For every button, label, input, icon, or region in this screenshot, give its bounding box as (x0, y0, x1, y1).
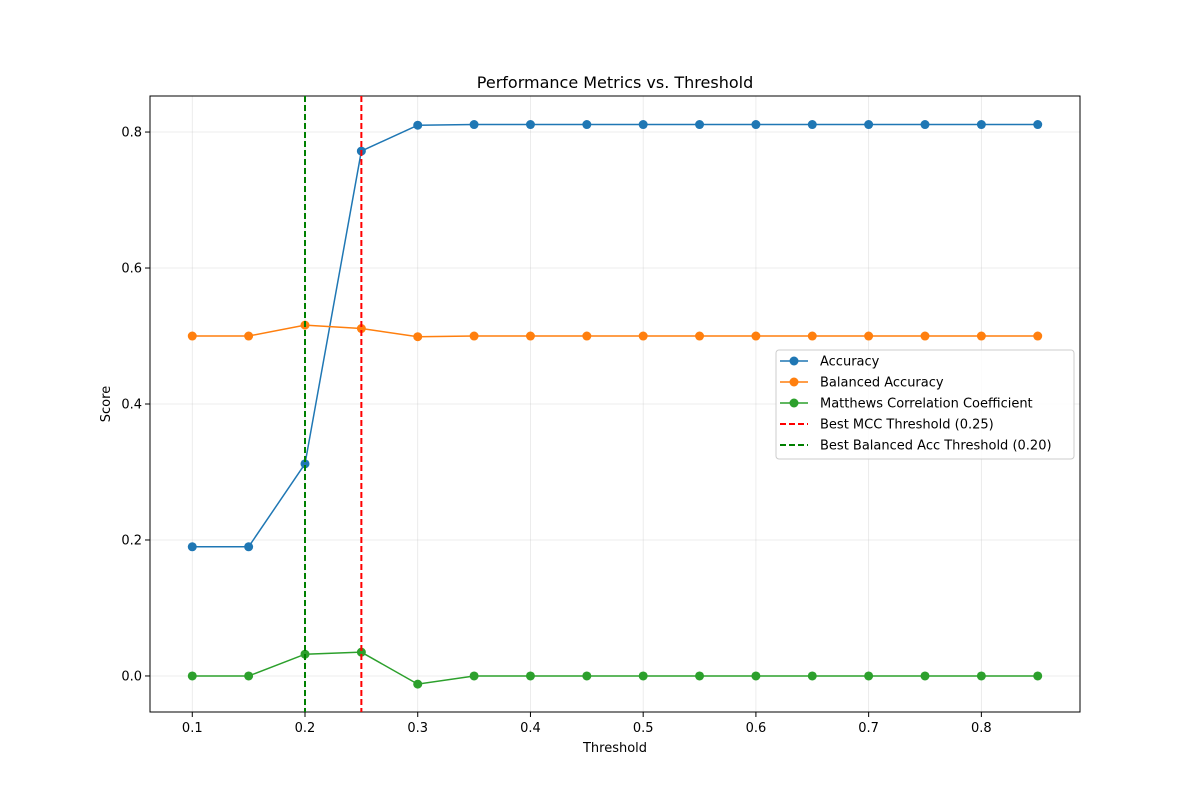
data-point (187, 542, 197, 552)
data-point (525, 120, 535, 130)
legend-label: Best MCC Threshold (0.25) (820, 418, 994, 433)
data-point (638, 120, 648, 130)
data-point (1033, 331, 1043, 341)
legend-label: Matthews Correlation Coefficient (820, 397, 1033, 412)
data-point (187, 331, 197, 341)
data-point (751, 120, 761, 130)
axis-ticks: 0.1 0.2 0.3 0.4 0.5 0.6 0.7 0.8 0.0 0.2 0.4 0.6 0.8 (121, 126, 991, 736)
data-point (751, 331, 761, 341)
data-point (976, 331, 986, 341)
x-tick-label: 0.6 (746, 721, 767, 736)
data-point (300, 459, 310, 469)
legend-label: Accuracy (820, 355, 880, 370)
data-point (807, 120, 817, 130)
data-point (582, 331, 592, 341)
data-point (413, 679, 423, 689)
data-point (807, 671, 817, 681)
legend-label: Best Balanced Acc Threshold (0.20) (820, 439, 1052, 454)
data-point (1033, 120, 1043, 130)
data-point (638, 671, 648, 681)
data-point (864, 671, 874, 681)
data-point (695, 120, 705, 130)
data-point (356, 324, 366, 334)
data-point (244, 331, 254, 341)
x-tick-label: 0.2 (295, 721, 316, 736)
data-point (695, 671, 705, 681)
data-point (807, 331, 817, 341)
data-point (976, 671, 986, 681)
data-point (244, 671, 254, 681)
y-tick-label: 0.6 (121, 262, 142, 277)
data-point (356, 647, 366, 657)
legend-marker (789, 356, 799, 366)
data-point (920, 120, 930, 130)
series-line (192, 324, 1038, 338)
series-line (192, 123, 1038, 548)
x-tick-label: 0.5 (633, 721, 654, 736)
legend: Accuracy Balanced Accuracy Matthews Correl… (775, 349, 1075, 460)
series-line (192, 651, 1038, 685)
x-tick-label: 0.3 (407, 721, 428, 736)
data-point (525, 331, 535, 341)
data-point (525, 671, 535, 681)
x-tick-label: 0.1 (182, 721, 203, 736)
legend-marker (789, 377, 799, 387)
chart-title: Performance Metrics vs. Threshold (477, 73, 753, 92)
data-point (469, 120, 479, 130)
y-axis-label: Score (99, 386, 114, 422)
data-point (920, 671, 930, 681)
y-tick-label: 0.0 (121, 669, 142, 684)
x-tick-label: 0.4 (520, 721, 541, 736)
y-tick-label: 0.2 (121, 533, 142, 548)
y-tick-label: 0.8 (121, 126, 142, 141)
data-point (244, 542, 254, 552)
legend-box (775, 349, 1075, 460)
data-point (864, 120, 874, 130)
data-point (413, 120, 423, 130)
x-tick-label: 0.8 (971, 721, 992, 736)
data-point (1033, 671, 1043, 681)
data-point (638, 331, 648, 341)
data-point (582, 671, 592, 681)
data-point (469, 331, 479, 341)
data-point (976, 120, 986, 130)
data-point (864, 331, 874, 341)
data-point (187, 671, 197, 681)
y-tick-label: 0.4 (121, 398, 142, 413)
data-point (751, 671, 761, 681)
series-group (187, 120, 1043, 689)
legend-marker (789, 398, 799, 408)
data-point (695, 331, 705, 341)
data-point (920, 331, 930, 341)
data-point (413, 332, 423, 342)
data-point (582, 120, 592, 130)
data-point (469, 671, 479, 681)
x-axis-label: Threshold (582, 741, 647, 756)
threshold-lines (304, 96, 363, 712)
legend-label: Balanced Accuracy (820, 376, 944, 391)
x-tick-label: 0.7 (858, 721, 879, 736)
